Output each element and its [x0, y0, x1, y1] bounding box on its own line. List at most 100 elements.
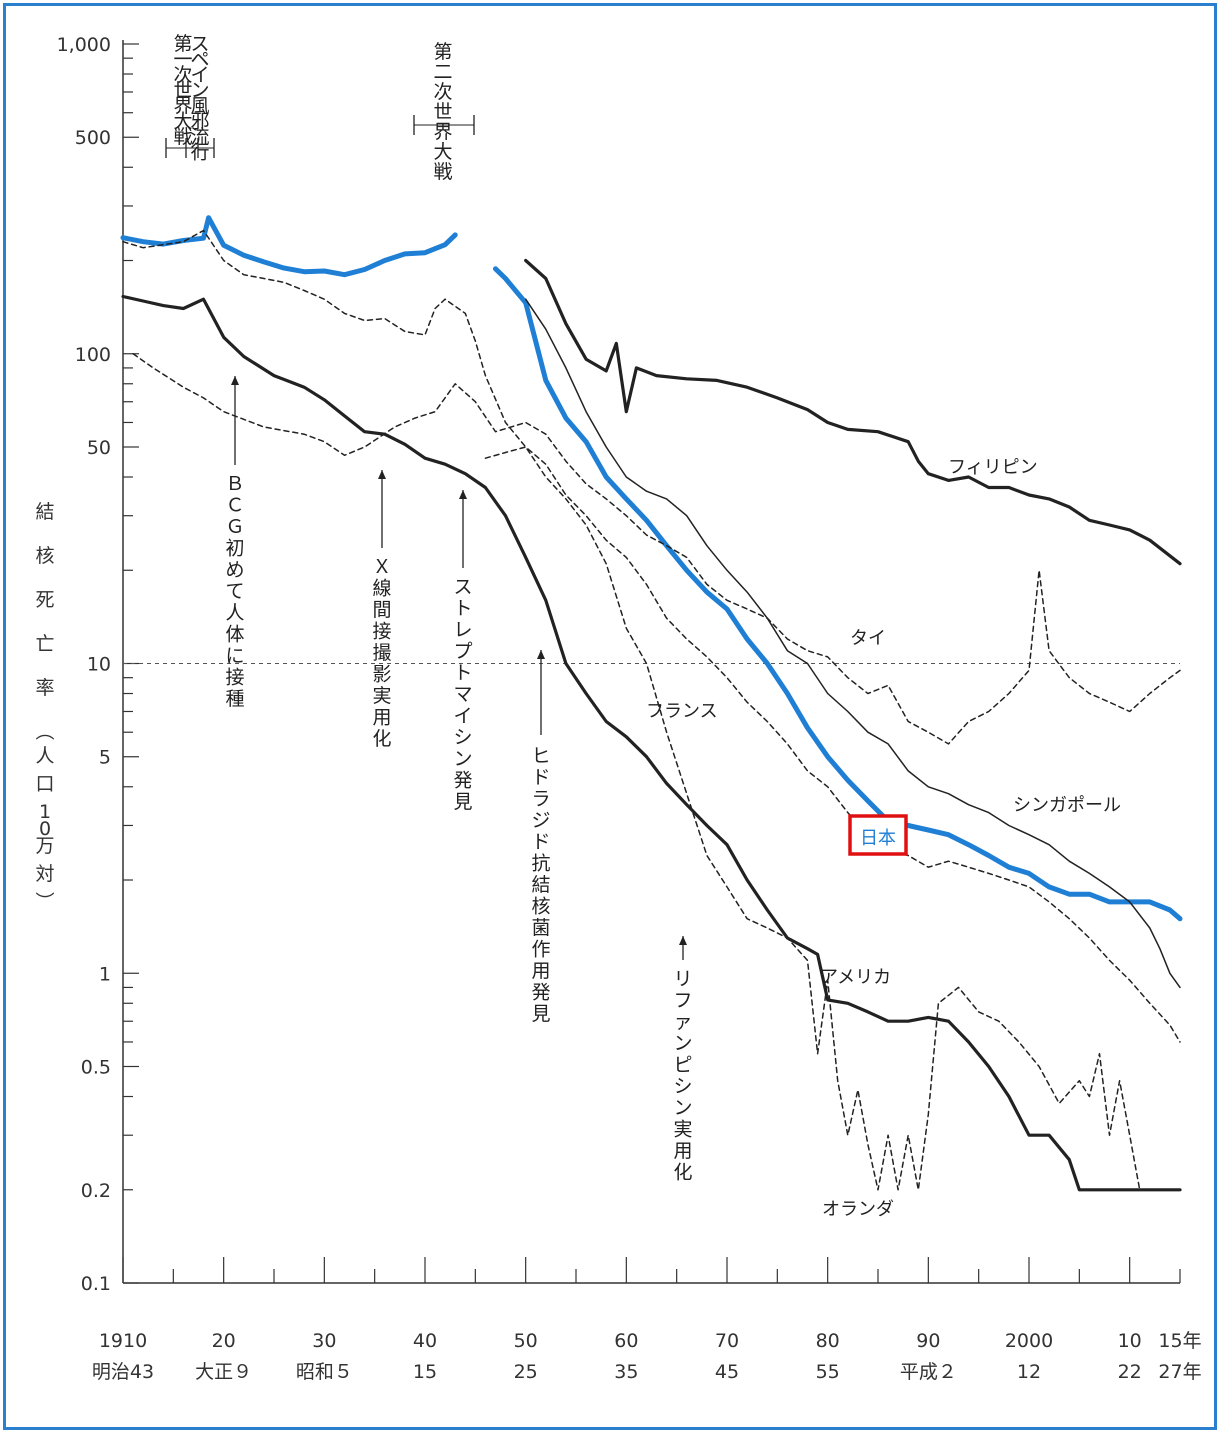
x-tick-label: 20 — [212, 1330, 236, 1352]
x-tick-label-era: 25 — [514, 1361, 538, 1383]
annotation-char: リ — [673, 968, 692, 990]
annotation-char: Ｂ — [225, 473, 244, 495]
annotation-char: 間 — [372, 599, 391, 621]
annotation-char: ド — [531, 831, 550, 853]
series-label: タイ — [850, 628, 886, 649]
period-char: 流 — [190, 126, 209, 148]
series-label: アメリカ — [820, 967, 891, 988]
period-char: 世 — [433, 101, 452, 123]
y-axis-label-char: 死 — [35, 589, 54, 611]
period-char: 風 — [190, 95, 209, 117]
y-tick-label: 50 — [87, 437, 111, 459]
series-line-フランス — [484, 446, 1181, 1043]
series-label: シンガポール — [1013, 795, 1121, 816]
y-tick-label: 1 — [99, 963, 111, 985]
annotation-char: イ — [453, 705, 472, 727]
annotation-char: 発 — [531, 982, 550, 1004]
annotation-char: 初 — [225, 538, 244, 560]
x-tick-label: 70 — [715, 1330, 739, 1352]
annotation-char: ド — [531, 767, 550, 789]
annotation-char: マ — [453, 684, 472, 706]
series-line-タイ — [132, 353, 1181, 745]
annotation-char: 核 — [531, 896, 550, 918]
period-char: 界 — [433, 121, 452, 143]
x-tick-label-era: 22 — [1118, 1361, 1142, 1383]
x-tick-label-era: 昭和５ — [296, 1361, 353, 1383]
y-tick-label: 0.5 — [81, 1056, 111, 1078]
y-tick-label: 100 — [75, 344, 111, 366]
annotation-char: 体 — [225, 624, 244, 646]
annotation-char: ン — [673, 1097, 692, 1119]
x-tick-label: 80 — [816, 1330, 840, 1352]
x-tick-label: 40 — [413, 1330, 437, 1352]
x-tick-label-era: 明治43 — [92, 1361, 154, 1383]
x-tick-label: 1910 — [99, 1330, 147, 1352]
x-tick-label-era: 27年 — [1158, 1361, 1201, 1383]
period-char: 大 — [173, 111, 192, 133]
x-tick-label-era: 35 — [614, 1361, 638, 1383]
x-tick-label: 10 — [1118, 1330, 1142, 1352]
series-line-日本 — [120, 215, 458, 278]
period-char: 世 — [173, 80, 192, 102]
period-char: ス — [190, 33, 209, 55]
x-tick-label-era: 大正９ — [195, 1361, 252, 1383]
annotation-char: ン — [673, 1033, 692, 1055]
annotation-char: ン — [453, 748, 472, 770]
period-char: 戦 — [173, 126, 192, 148]
annotation-char: 撮 — [372, 642, 391, 664]
y-axis-label-char: 口 — [35, 773, 54, 795]
series-line-アメリカ — [121, 294, 1182, 1192]
annotation-char: 発 — [453, 770, 472, 792]
annotation-char: ス — [453, 576, 472, 598]
annotation-char: 見 — [453, 791, 472, 813]
y-axis-label-char: 万 — [35, 835, 54, 857]
annotation-char: フ — [673, 990, 692, 1012]
period-char: 第 — [433, 41, 452, 63]
y-axis-label-char: 結 — [35, 501, 54, 523]
x-tick-label-era: 55 — [816, 1361, 840, 1383]
annotation-char: レ — [453, 619, 472, 641]
x-tick-label-era: 12 — [1017, 1361, 1041, 1383]
x-tick-label: 15年 — [1158, 1330, 1201, 1352]
series-label: フィリピン — [948, 457, 1038, 478]
annotation-char: ト — [453, 662, 472, 684]
annotation-char: 人 — [225, 602, 244, 624]
period-char: 第 — [173, 33, 192, 55]
y-tick-label: 0.1 — [81, 1273, 111, 1295]
annotation-char: 種 — [225, 688, 244, 710]
x-tick-label: 30 — [312, 1330, 336, 1352]
y-tick-label: 5 — [99, 747, 111, 769]
series-line-オランダ — [122, 229, 1141, 1191]
x-tick-label: 50 — [514, 1330, 538, 1352]
period-char: ペ — [190, 49, 209, 71]
annotation-arrow-head — [231, 376, 239, 385]
period-char: 次 — [433, 81, 452, 103]
y-tick-label: 1,000 — [57, 34, 111, 56]
annotation-char: ァ — [673, 1011, 692, 1033]
annotation-arrow-head — [537, 650, 545, 659]
x-tick-label-era: 平成２ — [900, 1361, 957, 1383]
japan-label-highlight-box — [848, 814, 908, 856]
annotation-char: プ — [453, 641, 472, 663]
annotation-char: 化 — [372, 728, 391, 750]
annotation-char: 抗 — [531, 853, 550, 875]
annotation-char: シ — [453, 727, 472, 749]
series-label: オランダ — [822, 1199, 894, 1220]
annotation-char: 接 — [372, 621, 391, 643]
series-line-シンガポール — [524, 298, 1181, 989]
annotation-char: 結 — [531, 874, 550, 896]
y-tick-label: 500 — [75, 127, 111, 149]
annotation-char: に — [225, 645, 244, 667]
annotation-char: 用 — [531, 960, 550, 982]
annotation-char: 線 — [372, 578, 391, 600]
annotation-char: ヒ — [531, 745, 550, 767]
series-label: フランス — [646, 701, 718, 722]
